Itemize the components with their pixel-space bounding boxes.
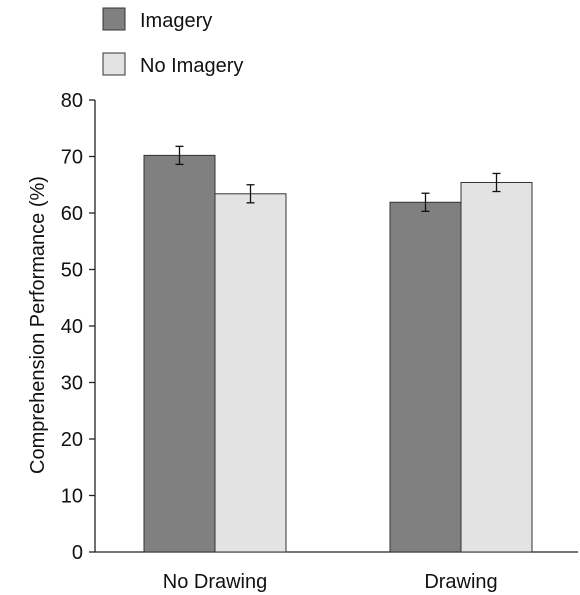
y-tick-label: 20: [61, 429, 83, 451]
y-tick-label: 60: [61, 203, 83, 225]
bar: [143, 154, 216, 553]
y-tick-label: 0: [72, 542, 83, 564]
legend-swatch: [102, 52, 126, 76]
y-tick-label: 70: [61, 147, 83, 169]
y-tick-label: 30: [61, 373, 83, 395]
bar: [389, 201, 462, 553]
x-category-label: Drawing: [424, 571, 497, 593]
bars: [143, 154, 533, 553]
y-tick-label: 80: [61, 90, 83, 112]
y-tick-label: 40: [61, 316, 83, 338]
x-category-label: No Drawing: [163, 571, 267, 593]
bar: [460, 181, 533, 553]
legend-label: No Imagery: [140, 55, 243, 77]
legend-label: Imagery: [140, 10, 212, 32]
legend-swatch: [102, 7, 126, 31]
category-labels: No Drawing Drawing: [163, 571, 498, 593]
error-bars: [175, 145, 501, 212]
y-axis-label: Comprehension Performance (%): [27, 176, 49, 474]
y-tick-label: 10: [61, 486, 83, 508]
y-tick-label: 50: [61, 260, 83, 282]
axes: 0 10 20 30 40 50 60 70 80: [61, 90, 578, 564]
legend: Imagery No Imagery: [102, 7, 243, 77]
bar: [214, 193, 287, 553]
